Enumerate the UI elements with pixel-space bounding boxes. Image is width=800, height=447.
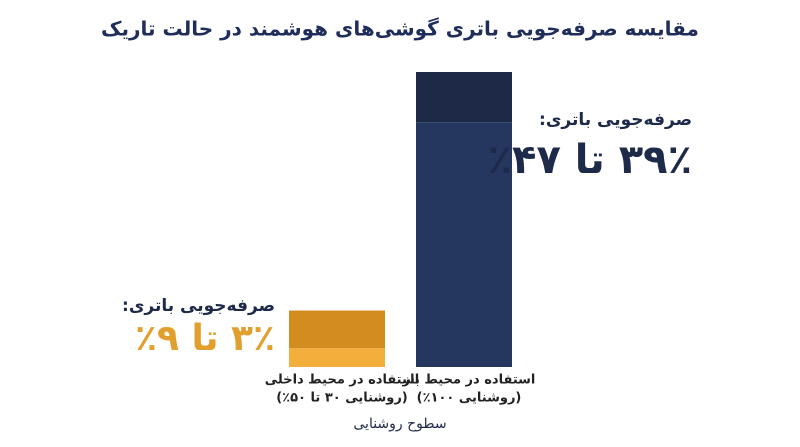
category-note: (روشنایی ۳۰ تا ۵۰٪)	[276, 391, 408, 406]
bar-high-segment	[416, 72, 512, 123]
annotation: صرفه‌جویی باتری:	[539, 110, 692, 130]
bar-low-segment	[416, 122, 512, 367]
chart-title: مقایسه صرفه‌جویی باتری گوشی‌های هوشمند د…	[101, 17, 699, 41]
category-note: (روشنایی ۱۰۰٪)	[417, 391, 522, 406]
category-label: استفاده در محیط داخلی	[265, 373, 419, 388]
x-axis-label: سطوح روشنایی	[353, 416, 446, 432]
range-label: ۳۹٪ تا ۴۷٪	[488, 137, 692, 183]
annotation: صرفه‌جویی باتری:	[122, 296, 275, 316]
bar-low-segment	[289, 348, 385, 367]
range-label: ۳٪ تا ۹٪	[135, 318, 275, 359]
category-label: استفاده در محیط باز	[402, 373, 536, 388]
bar-high-segment	[289, 310, 385, 349]
